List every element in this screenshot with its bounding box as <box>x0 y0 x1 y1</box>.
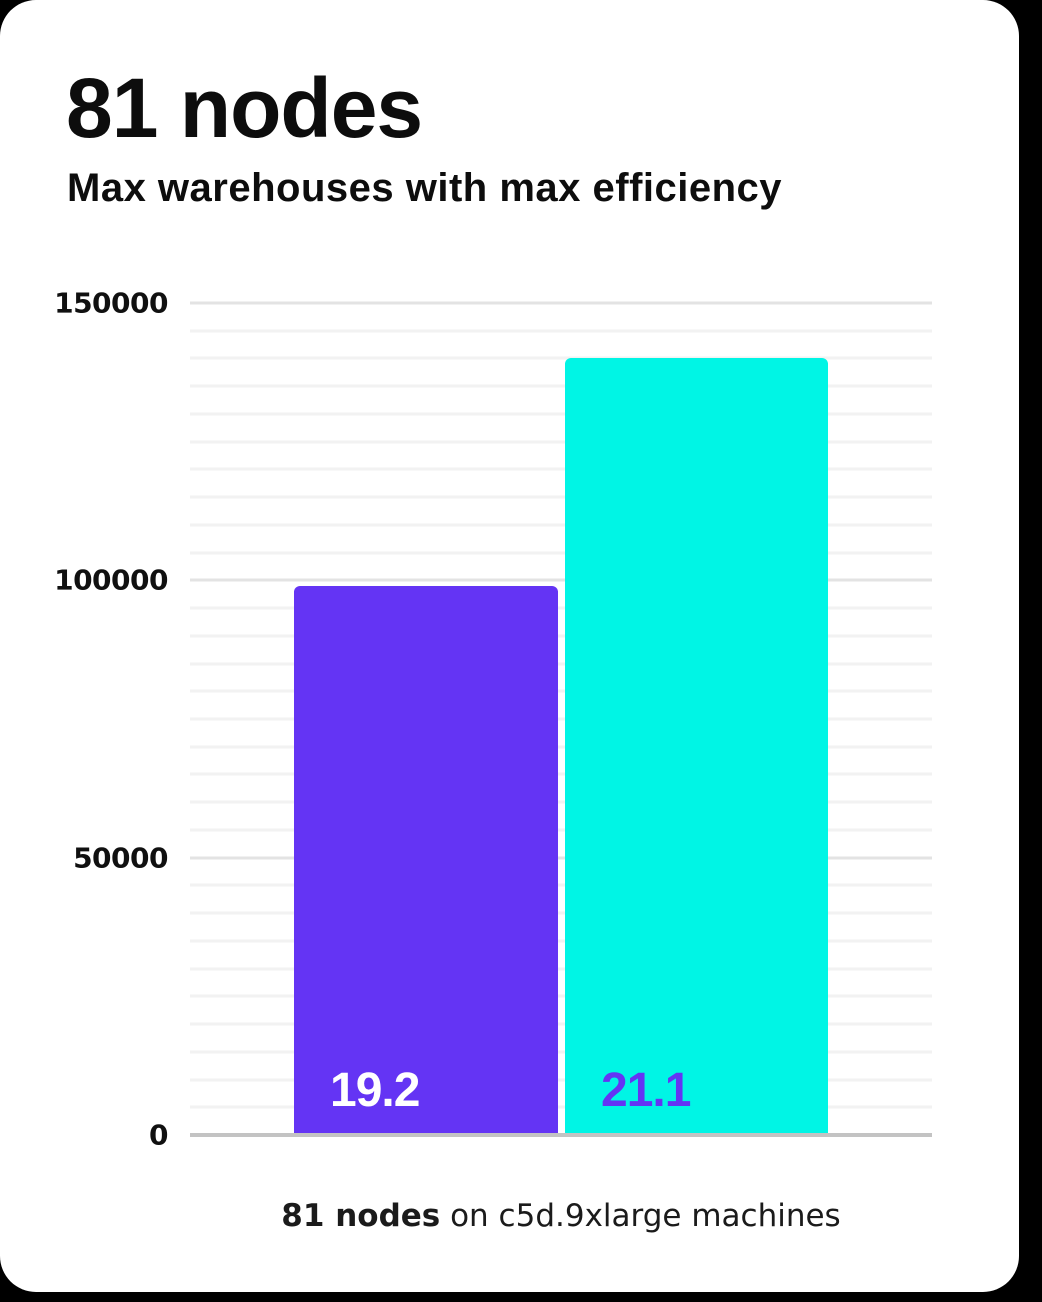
chart-caption: 81 nodes on c5d.9xlarge machines <box>190 1198 932 1234</box>
gridline <box>190 495 932 499</box>
gridline <box>190 828 932 832</box>
y-axis-tick-label: 0 <box>149 1118 168 1152</box>
caption-bold-text: 81 nodes <box>281 1198 441 1234</box>
page-title: 81 nodes <box>66 61 423 155</box>
gridline <box>190 301 932 305</box>
bar-value-label-21-1: 21.1 <box>601 1064 691 1117</box>
gridline <box>190 1105 932 1109</box>
gridline <box>190 745 932 749</box>
gridline <box>190 772 932 776</box>
gridline <box>190 1022 932 1026</box>
y-axis-tick-label: 100000 <box>54 563 168 597</box>
gridline <box>190 523 932 527</box>
gridline <box>190 856 932 860</box>
gridline <box>190 939 932 943</box>
gridline <box>190 800 932 804</box>
gridline <box>190 412 932 416</box>
bar-chart-plot-area: 19.2 21.1 0 50000 100000 150000 <box>54 287 932 1152</box>
gridline <box>190 356 932 360</box>
gridline <box>190 467 932 471</box>
caption-regular-text: on c5d.9xlarge machines <box>440 1198 841 1234</box>
gridline <box>190 994 932 998</box>
gridline <box>190 440 932 444</box>
bar-version-21-1: 21.1 <box>565 358 828 1135</box>
gridline <box>190 384 932 388</box>
gridline <box>190 606 932 610</box>
gridline <box>190 689 932 693</box>
y-axis-tick-label: 150000 <box>54 286 168 320</box>
bar-version-19-2: 19.2 <box>294 585 558 1135</box>
gridline <box>190 634 932 638</box>
chart-card: 81 nodes Max warehouses with max efficie… <box>0 0 1019 1292</box>
bar-value-label-19-2: 19.2 <box>330 1064 420 1117</box>
gridline <box>190 883 932 887</box>
gridline <box>190 1050 932 1054</box>
gridline <box>190 717 932 721</box>
gridline <box>190 1078 932 1082</box>
gridline <box>190 578 932 582</box>
y-axis-tick-label: 50000 <box>73 841 168 875</box>
x-axis-line <box>190 1133 932 1137</box>
gridline <box>190 329 932 333</box>
gridline <box>190 551 932 555</box>
gridline <box>190 967 932 971</box>
gridline <box>190 662 932 666</box>
gridline <box>190 911 932 915</box>
page-subtitle: Max warehouses with max efficiency <box>67 166 783 210</box>
